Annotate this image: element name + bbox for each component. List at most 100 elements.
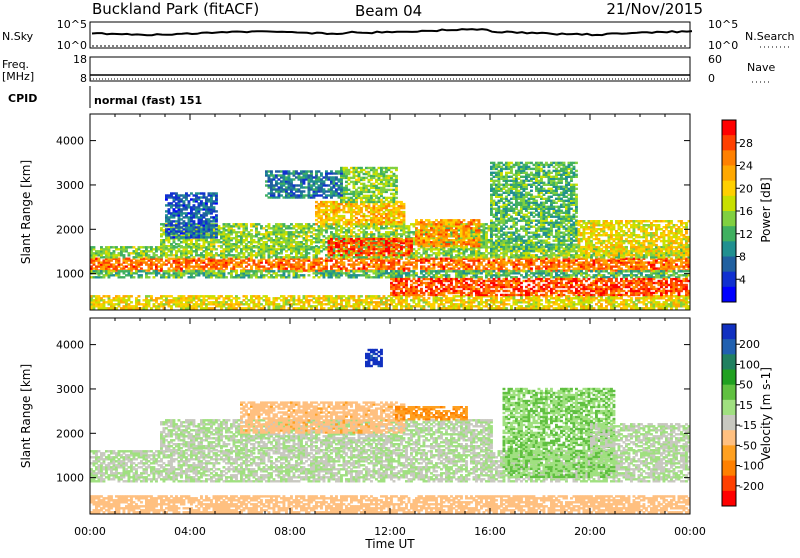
heatmap-cell	[350, 274, 353, 276]
heatmap-cell	[238, 231, 241, 233]
heatmap-cell	[285, 259, 288, 261]
heatmap-cell	[240, 259, 243, 261]
heatmap-cell	[343, 238, 346, 240]
heatmap-cell	[643, 270, 646, 272]
heatmap-cell	[343, 205, 346, 207]
heatmap-cell	[253, 254, 256, 256]
heatmap-cell	[530, 276, 533, 278]
heatmap-cell	[498, 261, 501, 263]
heatmap-cell	[648, 261, 651, 263]
heatmap-cell	[130, 252, 133, 254]
heatmap-cell	[240, 231, 243, 233]
heatmap-cell	[390, 254, 393, 256]
heatmap-cell	[93, 246, 96, 248]
heatmap-cell	[505, 270, 508, 272]
heatmap-cell	[430, 263, 433, 265]
heatmap-cell	[218, 270, 221, 272]
heatmap-cell	[423, 274, 426, 276]
heatmap-cell	[403, 261, 406, 263]
heatmap-cell	[670, 274, 673, 276]
heatmap-cell	[255, 252, 258, 254]
heatmap-cell	[388, 231, 391, 233]
heatmap-cell	[280, 241, 283, 243]
heatmap-cell	[285, 231, 288, 233]
heatmap-cell	[293, 270, 296, 272]
heatmap-cell	[405, 250, 408, 252]
heatmap-cell	[368, 167, 371, 169]
heatmap-cell	[145, 269, 148, 271]
heatmap-cell	[485, 267, 488, 269]
heatmap-cell	[233, 248, 236, 250]
heatmap-cell	[290, 263, 293, 265]
heatmap-cell	[360, 207, 363, 209]
heatmap-cell	[258, 270, 261, 272]
heatmap-cell	[485, 227, 488, 229]
heatmap-cell	[575, 250, 578, 252]
heatmap-cell	[375, 207, 378, 209]
heatmap-cell	[195, 259, 198, 261]
heatmap-cell	[423, 231, 426, 233]
heatmap-cell	[165, 252, 168, 254]
heatmap-cell	[545, 258, 548, 260]
heatmap-cell	[343, 272, 346, 274]
heatmap-cell	[155, 270, 158, 272]
heatmap-cell	[175, 243, 178, 245]
heatmap-cell	[188, 243, 191, 245]
heatmap-cell	[358, 187, 361, 189]
heatmap-cell	[153, 261, 156, 263]
heatmap-cell	[548, 259, 551, 261]
heatmap-cell	[215, 248, 218, 250]
heatmap-cell	[410, 270, 413, 272]
heatmap-cell	[605, 270, 608, 272]
heatmap-cell	[120, 263, 123, 265]
heatmap-cell	[368, 171, 371, 173]
heatmap-cell	[308, 274, 311, 276]
heatmap-cell	[530, 254, 533, 256]
heatmap-cell	[413, 270, 416, 272]
heatmap-cell	[400, 201, 403, 203]
heatmap-cell	[353, 246, 356, 248]
heatmap-cell	[140, 250, 143, 252]
heatmap-cell	[350, 263, 353, 265]
heatmap-cell	[358, 248, 361, 250]
heatmap-cell	[575, 267, 578, 269]
heatmap-cell	[398, 244, 401, 246]
heatmap-cell	[280, 270, 283, 272]
heatmap-cell	[655, 270, 658, 272]
heatmap-cell	[363, 229, 366, 231]
heatmap-cell	[308, 263, 311, 265]
heatmap-cell	[250, 246, 253, 248]
heatmap-cell	[353, 227, 356, 229]
heatmap-cell	[390, 197, 393, 199]
heatmap-cell	[575, 259, 578, 261]
heatmap-cell	[243, 267, 246, 269]
heatmap-cell	[355, 211, 358, 213]
heatmap-cell	[580, 261, 583, 263]
heatmap-cell	[598, 258, 601, 260]
heatmap-cell	[358, 254, 361, 256]
heatmap-cell	[325, 246, 328, 248]
heatmap-cell	[535, 265, 538, 267]
heatmap-cell	[320, 261, 323, 263]
heatmap-cell	[285, 237, 288, 239]
heatmap-cell	[328, 201, 331, 203]
heatmap-cell	[438, 270, 441, 272]
heatmap-cell	[613, 269, 616, 271]
heatmap-cell	[450, 267, 453, 269]
heatmap-cell	[248, 270, 251, 272]
heatmap-cell	[245, 243, 248, 245]
heatmap-cell	[285, 267, 288, 269]
heatmap-cell	[110, 263, 113, 265]
heatmap-cell	[95, 265, 98, 267]
heatmap-cell	[140, 274, 143, 276]
heatmap-cell	[628, 258, 631, 260]
heatmap-cell	[415, 272, 418, 274]
heatmap-cell	[285, 250, 288, 252]
heatmap-cell	[198, 263, 201, 265]
heatmap-cell	[353, 240, 356, 242]
heatmap-cell	[200, 265, 203, 267]
heatmap-cell	[133, 272, 136, 274]
heatmap-cell	[273, 225, 276, 227]
heatmap-cell	[500, 248, 503, 250]
